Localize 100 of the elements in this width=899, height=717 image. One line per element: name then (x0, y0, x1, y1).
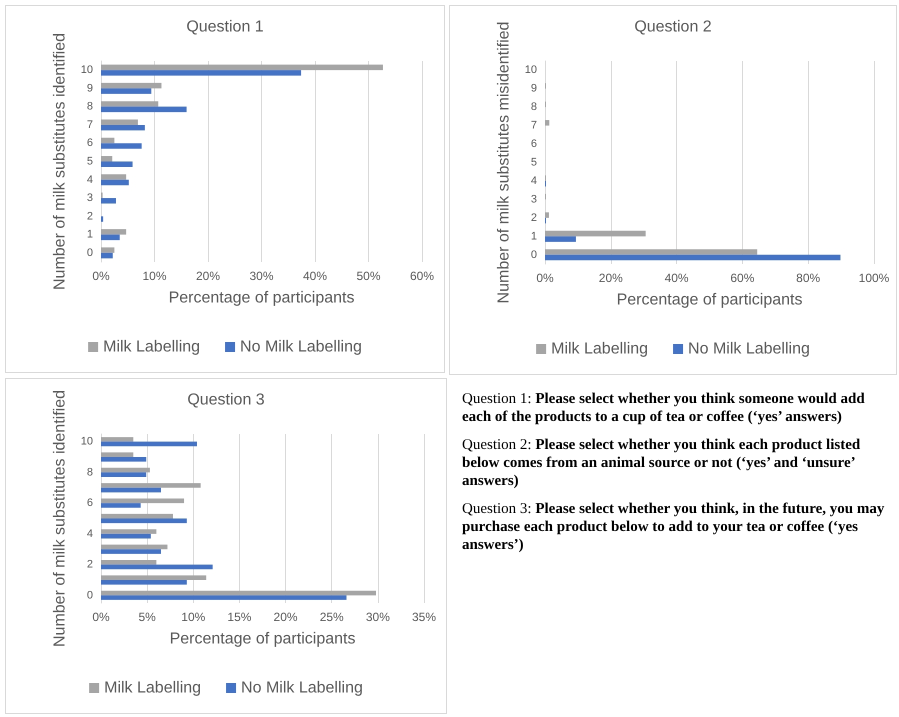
bar (545, 212, 549, 218)
y-tick-label: 7 (86, 118, 93, 131)
x-tick-label: 35% (412, 610, 436, 624)
bar (101, 590, 376, 596)
y-tick-label: 4 (530, 174, 537, 187)
legend-label: No Milk Labelling (240, 338, 362, 356)
x-tick-label: 25% (320, 610, 344, 624)
y-tick-label: 8 (530, 101, 537, 114)
bar (101, 198, 116, 204)
x-tick-label: 40% (302, 269, 328, 283)
bar (101, 534, 151, 538)
legend-label: Milk Labelling (103, 338, 200, 356)
x-tick-label: 80% (796, 271, 821, 285)
x-axis-title: Percentage of participants (616, 292, 802, 308)
y-tick-label: 10 (524, 64, 537, 76)
bar (101, 575, 206, 580)
bar (101, 472, 146, 478)
y-tick-label: 5 (86, 156, 93, 168)
legend-label: No Milk Labelling (688, 340, 810, 358)
x-axis-title: Percentage of participants (168, 290, 354, 306)
bar (101, 564, 213, 570)
y-tick-label: 1 (530, 230, 537, 242)
x-tick-label: 60% (410, 269, 434, 283)
bar (101, 544, 168, 550)
y-tick-label: 8 (86, 100, 93, 113)
bar (545, 120, 550, 126)
bar (545, 249, 758, 255)
bar (101, 468, 150, 472)
bar (101, 174, 126, 180)
chart-title: Question 2 (634, 18, 712, 36)
y-tick-label: 10 (80, 64, 93, 76)
x-tick-label: 10% (142, 269, 167, 283)
x-tick-label: 100% (858, 271, 890, 285)
legend-label: Milk Labelling (551, 340, 648, 358)
y-tick-label: 2 (86, 558, 93, 571)
y-tick-label: 3 (530, 193, 537, 206)
x-tick-label: 40% (664, 271, 689, 285)
y-tick-label: 0 (530, 248, 537, 261)
y-tick-label: 1 (86, 228, 93, 241)
legend-label: No Milk Labelling (241, 680, 363, 696)
bar (101, 549, 161, 554)
x-tick-label: 30% (249, 269, 274, 283)
y-tick-label: 2 (86, 210, 93, 222)
bar (101, 514, 173, 518)
text: Question 2: Please select whether you think each product listed below comes from an animal source or not (‘yes’ and ‘unsure’ answers) (462, 436, 862, 490)
y-tick-label: 10 (80, 436, 93, 448)
text: Question 1: Please select whether you think someone would add each of the products to a cup of tea or coffee (‘yes’ answers) (462, 390, 866, 426)
x-tick-label: 20% (274, 610, 298, 624)
bar (101, 234, 120, 240)
bar (101, 119, 138, 125)
bar (545, 230, 646, 236)
y-tick-label: 8 (86, 466, 93, 478)
bar (101, 529, 156, 534)
x-tick-label: 60% (730, 271, 755, 285)
bar (101, 180, 129, 186)
y-tick-label: 6 (86, 497, 93, 510)
bar (101, 70, 302, 76)
x-tick-label: 50% (356, 269, 381, 283)
bar (101, 488, 161, 492)
bar (545, 254, 840, 260)
x-tick-label: 30% (366, 610, 390, 624)
bar (101, 518, 187, 524)
bar (101, 252, 113, 258)
bar (101, 101, 158, 107)
bar (101, 88, 152, 94)
bar (101, 162, 133, 167)
y-axis-title: Number of milk substitutes identified (51, 390, 68, 647)
y-tick-label: 0 (86, 246, 93, 259)
bar (101, 143, 142, 149)
x-tick-label: 20% (196, 269, 220, 283)
y-tick-label: 2 (530, 212, 537, 224)
bar (101, 247, 114, 253)
bar (101, 498, 184, 504)
chart-title: Question 1 (186, 18, 264, 36)
bar (101, 442, 197, 446)
bar (101, 503, 141, 508)
x-tick-label: 0% (536, 271, 554, 285)
bar (101, 560, 156, 565)
y-tick-label: 4 (86, 174, 93, 186)
y-axis-title: Number of milk substitutes misidentified (495, 22, 512, 304)
x-tick-label: 0% (92, 269, 110, 283)
bar (101, 106, 187, 112)
x-tick-label: 5% (138, 610, 156, 624)
y-axis-title: Number of milk substitutes identified (51, 33, 68, 290)
y-tick-label: 9 (530, 82, 537, 95)
bar (101, 483, 201, 488)
x-tick-label: 20% (598, 271, 624, 285)
bar (101, 452, 134, 458)
y-tick-label: 6 (86, 137, 93, 150)
bar (545, 236, 576, 242)
bar (101, 156, 112, 162)
y-tick-label: 4 (86, 528, 93, 540)
y-tick-label: 7 (530, 120, 537, 132)
bar (101, 457, 146, 462)
x-tick-label: 0% (92, 610, 110, 624)
bar (101, 138, 114, 144)
bar (101, 82, 162, 88)
bar (101, 437, 134, 442)
x-tick-label: 15% (227, 610, 252, 624)
text: Question 3: Please select whether you think, in the future, you may purchase each product below to add to your tea or coffee (‘yes answers’) (462, 500, 886, 554)
